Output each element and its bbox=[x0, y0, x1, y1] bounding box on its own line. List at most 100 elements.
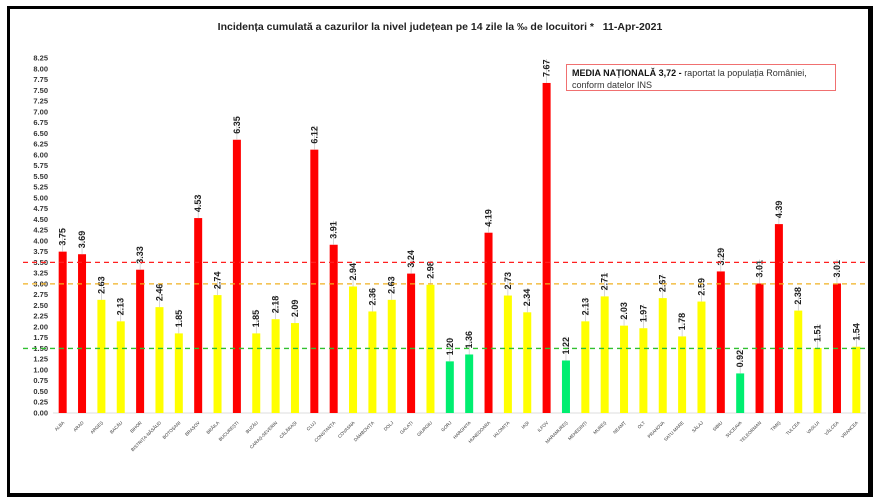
x-tick-label: BOTOȘANI bbox=[162, 420, 182, 440]
y-tick-label: 2.75 bbox=[33, 290, 48, 299]
y-tick-label: 0.00 bbox=[33, 409, 48, 418]
y-tick-label: 8.00 bbox=[33, 64, 48, 73]
y-tick-label: 2.00 bbox=[33, 322, 48, 331]
data-label: 3.29 bbox=[716, 248, 726, 266]
bar-bacău bbox=[116, 321, 125, 413]
data-label: 6.12 bbox=[309, 126, 319, 144]
national-average-text: raportat la populația României, conform … bbox=[572, 68, 807, 90]
data-label: 3.75 bbox=[58, 228, 68, 246]
data-label: 4.19 bbox=[484, 209, 494, 227]
x-tick-label: GIURGIU bbox=[416, 420, 433, 437]
y-tick-label: 0.25 bbox=[33, 398, 48, 407]
y-tick-label: 3.25 bbox=[33, 269, 48, 278]
bar-maramureș bbox=[561, 360, 570, 413]
bar-caraș-severin bbox=[271, 319, 280, 413]
data-label: 3.33 bbox=[135, 246, 145, 264]
bar-covasna bbox=[349, 286, 358, 413]
x-tick-label: ALBA bbox=[54, 420, 66, 432]
data-label: 1.54 bbox=[851, 323, 861, 341]
data-label: 2.63 bbox=[387, 276, 397, 294]
bar-satu mare bbox=[678, 336, 687, 413]
chart-title: Incidența cumulată a cazurilor la nivel … bbox=[0, 21, 880, 33]
bar-cluj bbox=[310, 149, 319, 413]
x-tick-label: BUCUREȘTI bbox=[218, 420, 240, 442]
x-tick-label: CLUJ bbox=[306, 420, 318, 432]
bar-botoșani bbox=[174, 333, 183, 413]
y-tick-label: 2.50 bbox=[33, 301, 48, 310]
bar-călărași bbox=[290, 323, 299, 413]
data-label: 3.01 bbox=[832, 260, 842, 278]
data-label: 2.59 bbox=[696, 278, 706, 296]
bar-arad bbox=[78, 254, 87, 413]
bar-vaslui bbox=[813, 348, 822, 413]
data-label: 2.36 bbox=[367, 288, 377, 306]
bar-dolj bbox=[387, 299, 396, 413]
data-label: 1.51 bbox=[813, 324, 823, 342]
bar-prahova bbox=[658, 298, 667, 413]
x-tick-label: VÂLCEA bbox=[823, 419, 840, 436]
bar-suceava bbox=[736, 373, 745, 413]
data-label: 2.73 bbox=[503, 272, 513, 290]
x-tick-label: SUCEAVA bbox=[725, 420, 743, 438]
y-tick-label: 4.50 bbox=[33, 215, 48, 224]
bar-bucurești bbox=[232, 139, 241, 413]
data-label: 1.22 bbox=[561, 337, 571, 355]
y-tick-label: 7.75 bbox=[33, 75, 48, 84]
data-label: 1.85 bbox=[251, 310, 261, 328]
y-tick-label: 7.50 bbox=[33, 86, 48, 95]
x-tick-label: VASLUI bbox=[806, 420, 821, 435]
data-label: 3.01 bbox=[755, 260, 765, 278]
y-tick-label: 1.25 bbox=[33, 355, 48, 364]
x-tick-label: IAȘI bbox=[520, 420, 530, 430]
chart-frame bbox=[7, 6, 873, 497]
bar-vrancea bbox=[852, 346, 861, 413]
bar-alba bbox=[58, 251, 67, 413]
bar-constanța bbox=[329, 244, 338, 413]
data-label: 2.94 bbox=[348, 263, 358, 281]
title-text: Incidența cumulată a cazurilor la nivel … bbox=[217, 21, 595, 33]
y-tick-label: 5.50 bbox=[33, 172, 48, 181]
data-label: 2.13 bbox=[116, 298, 126, 316]
y-tick-label: 1.75 bbox=[33, 333, 48, 342]
bar-harghita bbox=[465, 354, 474, 413]
data-label: 6.35 bbox=[232, 116, 242, 134]
bar-brăila bbox=[213, 295, 222, 413]
x-tick-label: MUREȘ bbox=[592, 420, 607, 435]
y-tick-label: 0.50 bbox=[33, 387, 48, 396]
data-label: 3.91 bbox=[329, 221, 339, 239]
y-tick-label: 3.00 bbox=[33, 279, 48, 288]
bar-ialomița bbox=[503, 295, 512, 413]
x-tick-label: SATU MARE bbox=[663, 420, 685, 442]
data-label: 2.03 bbox=[619, 302, 629, 320]
bar-mureș bbox=[600, 296, 609, 413]
x-tick-label: BRĂILA bbox=[205, 419, 221, 435]
national-average-value: MEDIA NAȚIONALĂ 3,72 - bbox=[572, 68, 682, 78]
bar-ilfov bbox=[542, 82, 551, 413]
bar-neamț bbox=[620, 325, 629, 413]
bar-hunedoara bbox=[484, 232, 493, 413]
data-label: 7.67 bbox=[542, 59, 552, 77]
y-tick-label: 4.75 bbox=[33, 204, 48, 213]
bar-brașov bbox=[194, 218, 203, 413]
bar-bistrița-năsăud bbox=[155, 307, 164, 413]
bar-teleorman bbox=[755, 283, 764, 413]
x-tick-label: MEHEDINȚI bbox=[567, 420, 588, 441]
y-tick-label: 4.25 bbox=[33, 226, 48, 235]
y-tick-label: 0.75 bbox=[33, 376, 48, 385]
x-tick-label: GORJ bbox=[440, 420, 452, 432]
x-tick-label: OLT bbox=[637, 420, 647, 430]
data-label: 2.74 bbox=[213, 272, 223, 290]
x-tick-label: DOLJ bbox=[383, 420, 395, 432]
x-tick-label: TULCEA bbox=[785, 420, 801, 436]
x-tick-label: ILFOV bbox=[537, 420, 550, 433]
data-label: 2.38 bbox=[793, 287, 803, 305]
y-tick-label: 6.50 bbox=[33, 129, 48, 138]
y-tick-label: 6.00 bbox=[33, 150, 48, 159]
data-label: 2.13 bbox=[580, 298, 590, 316]
y-tick-label: 1.00 bbox=[33, 365, 48, 374]
x-tick-label: PRAHOVA bbox=[647, 420, 666, 439]
x-tick-label: VRANCEA bbox=[840, 420, 859, 439]
data-label: 2.09 bbox=[290, 300, 300, 318]
